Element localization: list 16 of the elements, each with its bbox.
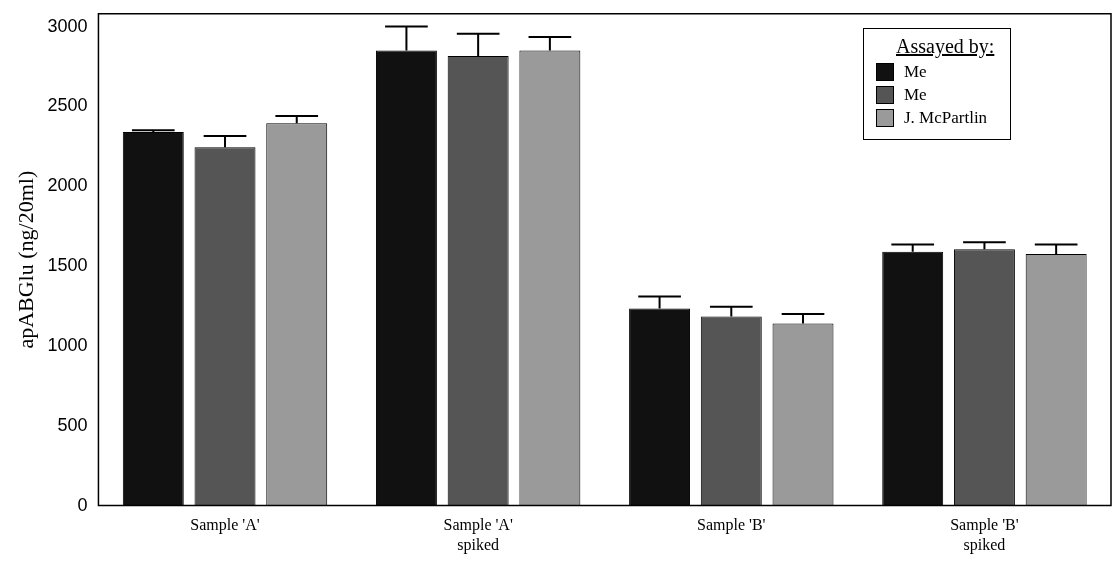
y-tick-label: 0 [77,494,88,515]
legend-label: Me [904,61,927,82]
y-tick-label: 1500 [47,255,88,276]
legend-label: Me [904,84,927,105]
x-tick-label: Sample 'A' spiked [443,516,513,554]
y-tick-label: 3000 [47,15,88,36]
x-tick-label: Sample 'B' spiked [950,516,1019,554]
y-axis-title: apABGlu (ng/20ml) [12,170,38,349]
y-tick-label: 2500 [47,95,88,116]
y-tick-label: 500 [57,414,88,435]
legend-title: Assayed by: [896,34,995,58]
x-tick-label: Sample 'A' [190,516,260,535]
x-tick-label: Sample 'B' [697,516,766,535]
y-tick-label: 1000 [47,334,88,355]
legend-label: J. McPartlin [904,107,988,128]
y-tick-label: 2000 [47,175,88,196]
